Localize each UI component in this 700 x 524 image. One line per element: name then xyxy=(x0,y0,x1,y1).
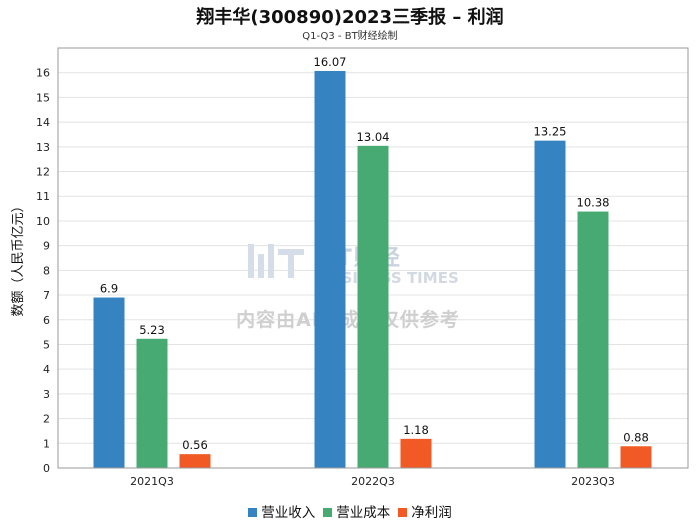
data-label: 10.38 xyxy=(577,196,610,210)
chart-subtitle: Q1-Q3 - BT财经绘制 xyxy=(302,31,398,42)
y-tick-label: 1 xyxy=(43,437,50,450)
data-label: 1.18 xyxy=(403,423,429,437)
bar-2-2022Q3 xyxy=(357,145,389,468)
data-label: 5.23 xyxy=(139,323,165,337)
legend-swatch xyxy=(248,508,258,517)
x-axis-labels: 2021Q3 2022Q3 2023Q3 xyxy=(130,475,615,488)
legend-label: 营业收入 xyxy=(261,505,316,521)
y-tick-label: 6 xyxy=(43,314,50,327)
legend-swatch xyxy=(398,508,408,517)
bar-2-2023Q3 xyxy=(577,211,609,468)
y-tick-label: 7 xyxy=(43,289,50,302)
y-tick-label: 9 xyxy=(43,240,50,253)
y-tick-label: 5 xyxy=(43,338,50,351)
y-tick-label: 13 xyxy=(36,141,50,154)
y-tick-label: 10 xyxy=(36,215,50,228)
y-tick-label: 4 xyxy=(43,363,50,376)
y-tick-label: 8 xyxy=(43,264,50,277)
bar-1-2021Q3 xyxy=(93,297,125,468)
data-label: 13.25 xyxy=(534,125,567,139)
bt-logo-icon xyxy=(248,244,304,278)
data-label: 13.04 xyxy=(357,130,390,144)
legend-label: 净利润 xyxy=(411,505,452,521)
bar-2-2021Q3 xyxy=(136,338,168,468)
legend-swatch xyxy=(323,508,333,517)
y-tick-label: 14 xyxy=(36,116,50,129)
bars xyxy=(93,70,652,468)
bar-1-2023Q3 xyxy=(534,140,566,468)
y-tick-label: 12 xyxy=(36,166,50,179)
x-tick-label: 2022Q3 xyxy=(351,475,395,488)
legend-label: 营业成本 xyxy=(336,505,391,521)
y-tick-label: 15 xyxy=(36,91,50,104)
legend-item: 营业收入 xyxy=(248,501,315,521)
watermark: BT财经 BUSINESS TIMES 内容由AI生成，仅供参考 xyxy=(236,244,460,331)
bar-3-2022Q3 xyxy=(400,438,432,468)
x-tick-label: 2021Q3 xyxy=(130,475,174,488)
legend-item: 净利润 xyxy=(398,501,452,521)
watermark-notice: 内容由AI生成，仅供参考 xyxy=(236,308,460,331)
legend-item: 营业成本 xyxy=(323,501,390,521)
y-tick-label: 16 xyxy=(36,67,50,80)
bar-3-2023Q3 xyxy=(620,446,652,468)
data-label: 16.07 xyxy=(314,55,347,69)
data-label: 0.88 xyxy=(623,430,649,444)
y-tick-label: 3 xyxy=(43,388,50,401)
data-label: 6.9 xyxy=(100,282,118,296)
data-labels: 6.9 5.23 0.56 16.07 13.04 1.18 13.25 10.38 0.88 xyxy=(100,55,649,452)
y-tick-label: 0 xyxy=(43,462,50,475)
y-tick-label: 2 xyxy=(43,413,50,426)
y-tick-label: 11 xyxy=(36,190,50,203)
bar-3-2021Q3 xyxy=(179,454,211,468)
plot-frame xyxy=(57,47,689,469)
y-axis-label: 数额（人民币亿元） xyxy=(11,199,26,316)
bar-1-2022Q3 xyxy=(314,70,346,468)
chart-title: 翔丰华(300890)2023三季报 – 利润 xyxy=(196,7,504,28)
legend: 营业收入 营业成本 净利润 xyxy=(0,501,700,521)
x-tick-label: 2023Q3 xyxy=(571,475,615,488)
data-label: 0.56 xyxy=(182,438,208,452)
